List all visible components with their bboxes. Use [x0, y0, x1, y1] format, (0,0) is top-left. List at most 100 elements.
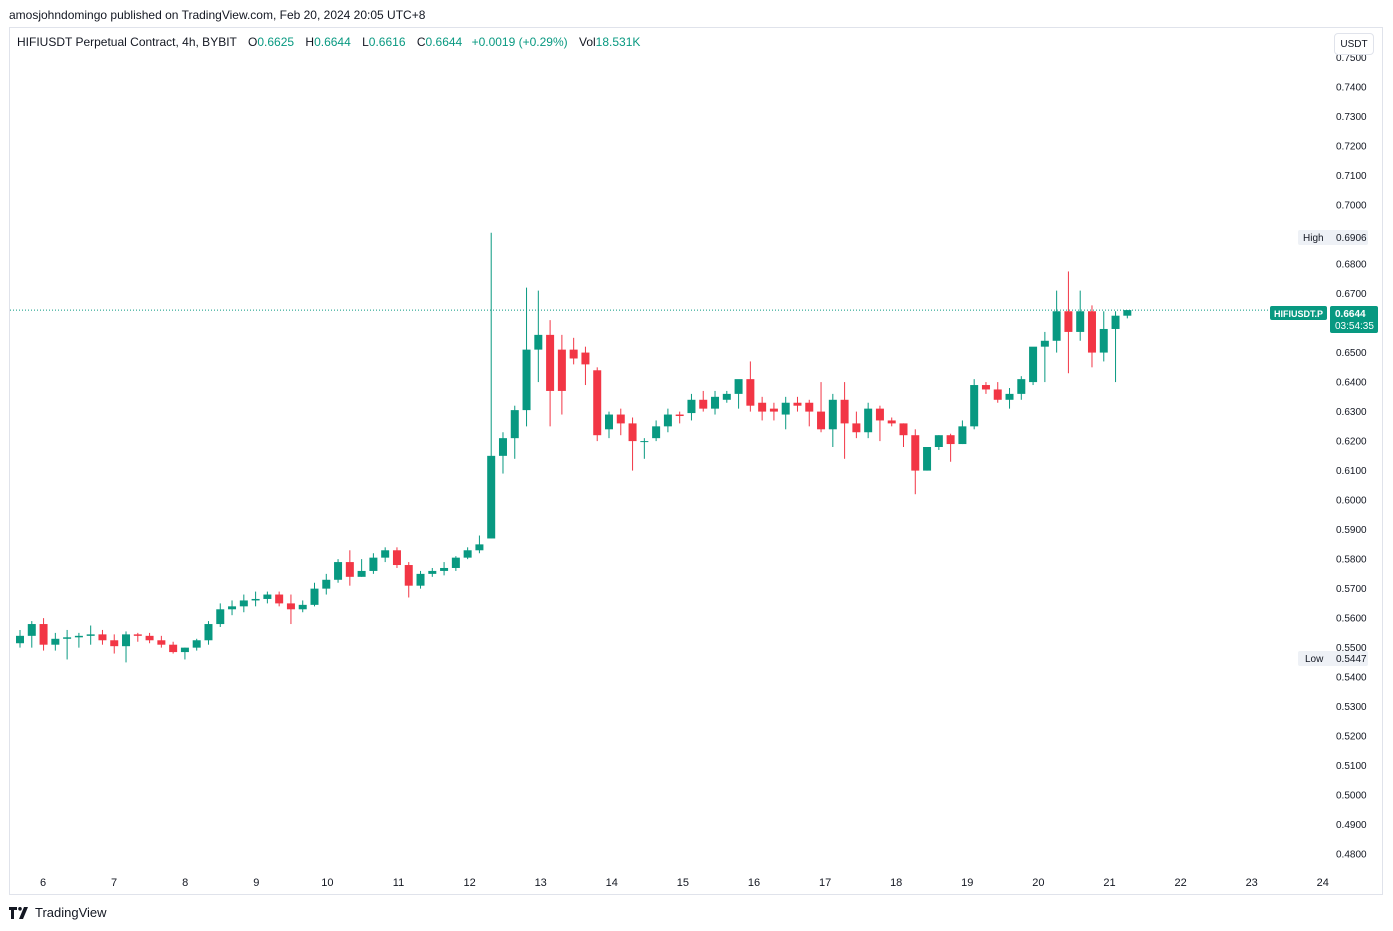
candle-body [192, 640, 201, 648]
candle [1052, 290, 1061, 353]
candle-body [416, 573, 425, 586]
legend-close-value: 0.6644 [425, 35, 463, 49]
candle-body [1005, 393, 1014, 400]
candle [781, 396, 790, 430]
candle-body [1029, 346, 1038, 383]
candle-body [781, 402, 790, 415]
candle-body [758, 402, 767, 412]
time-axis: 6 7 8 9 10 11 12 13 14 15 16 17 18 19 20 21 22 23 24 [40, 877, 1329, 889]
candle-body [534, 334, 543, 350]
candle [475, 535, 484, 554]
legend-volume-value: 18.531K [595, 35, 641, 49]
y-tick-label: 0.5000 [1336, 791, 1367, 802]
footer-brand: TradingView [35, 905, 107, 920]
candle-body [239, 600, 248, 607]
x-tick-label: 9 [253, 877, 259, 889]
candle [157, 635, 166, 648]
candle [145, 632, 154, 644]
tradingview-logo-icon [9, 906, 28, 919]
candle-body [1087, 311, 1096, 353]
candle [239, 594, 248, 613]
x-tick-label: 21 [1103, 877, 1115, 889]
x-tick-label: 23 [1246, 877, 1258, 889]
candle [652, 420, 661, 442]
candle-body [828, 399, 837, 430]
x-tick-label: 22 [1174, 877, 1186, 889]
candle-body [392, 550, 401, 566]
x-tick-label: 10 [321, 877, 333, 889]
candle [687, 393, 696, 421]
candle [63, 629, 72, 660]
candle [628, 417, 637, 471]
candle [416, 570, 425, 589]
candle-body [39, 624, 48, 645]
high-label: High [1303, 233, 1324, 244]
candle [758, 396, 767, 421]
candle-body [263, 594, 272, 599]
candle [16, 629, 24, 648]
candle [510, 405, 519, 459]
candle-body [1064, 311, 1073, 332]
candle [228, 600, 237, 616]
candle-body [675, 414, 684, 417]
candle [970, 379, 979, 430]
candle [616, 408, 625, 436]
candle [392, 547, 401, 568]
x-tick-label: 15 [677, 877, 689, 889]
x-tick-label: 19 [961, 877, 973, 889]
low-label: Low [1305, 654, 1324, 665]
legend-low-value: 0.6616 [368, 35, 406, 49]
candle-body [840, 399, 849, 424]
candle-body [522, 349, 531, 411]
high-value: 0.6906 [1336, 233, 1367, 244]
candle [675, 411, 684, 424]
tradingview-footer[interactable]: TradingView [9, 905, 107, 920]
candle-body [463, 550, 472, 558]
candle [322, 573, 331, 595]
y-tick-label: 0.7300 [1336, 112, 1367, 123]
low-badge: Low 0.5447 [1298, 651, 1368, 666]
legend-open-label: O [248, 35, 258, 49]
y-tick-label: 0.6200 [1336, 437, 1367, 448]
candle-body [16, 635, 24, 644]
candle [534, 290, 543, 383]
candle-body [1052, 311, 1061, 341]
candle-body [993, 389, 1002, 400]
candle [251, 591, 260, 607]
candle-body [1040, 340, 1049, 347]
candle-body [475, 544, 484, 551]
candle [1099, 311, 1108, 362]
candle [369, 553, 378, 574]
x-tick-label: 7 [111, 877, 117, 889]
candle-body [958, 426, 967, 445]
candle [805, 399, 814, 427]
x-tick-label: 13 [535, 877, 547, 889]
candle [286, 594, 295, 625]
y-tick-label: 0.6800 [1336, 260, 1367, 271]
candle [911, 429, 920, 495]
candle [298, 600, 307, 613]
legend-high-value: 0.6644 [314, 35, 351, 49]
candles-group [16, 232, 1132, 663]
candle-body [864, 408, 873, 433]
candle-body [1111, 315, 1120, 329]
candle-body [875, 408, 884, 421]
candle [840, 382, 849, 459]
candle [39, 618, 48, 651]
candle-body [27, 624, 36, 636]
y-tick-label: 0.5200 [1336, 732, 1367, 743]
x-tick-label: 6 [40, 877, 46, 889]
currency-unit-button[interactable]: USDT [1334, 33, 1374, 55]
candle [546, 320, 555, 427]
candle [522, 287, 531, 427]
chart-pane[interactable] [9, 27, 1383, 895]
last-price-badge: HIFIUSDT.P 0.6644 03:54:35 [1270, 306, 1378, 333]
candle-body [663, 414, 672, 427]
legend-volume-label: Vol [578, 35, 596, 49]
x-tick-label: 24 [1317, 877, 1329, 889]
candle-body [699, 399, 708, 409]
candle-body [652, 426, 661, 439]
y-tick-label: 0.5300 [1336, 702, 1367, 713]
candle [133, 632, 142, 642]
